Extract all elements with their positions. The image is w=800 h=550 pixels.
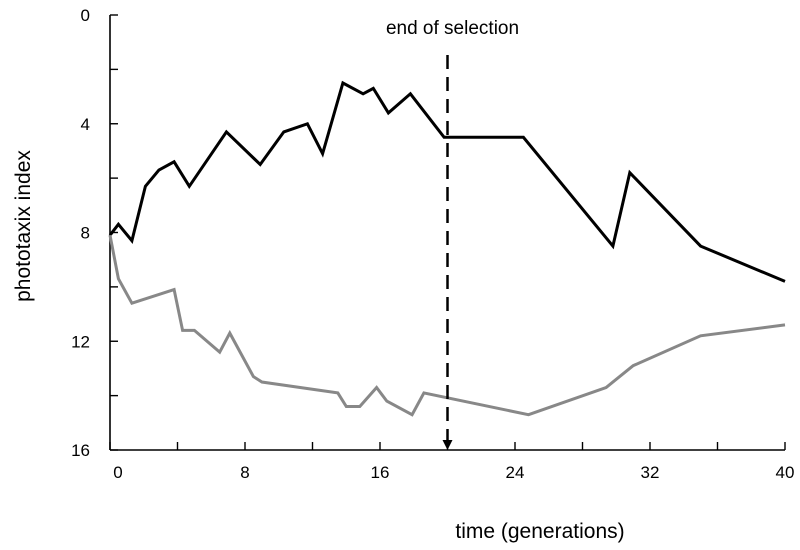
y-tick-label: 8 <box>81 224 90 243</box>
x-tick-label: 40 <box>776 463 795 482</box>
x-tick-label: 0 <box>113 463 122 482</box>
y-tick-label: 4 <box>81 115 90 134</box>
x-tick-label: 24 <box>506 463 525 482</box>
series-line-2 <box>108 234 786 417</box>
series-lines <box>108 80 786 417</box>
end-of-selection-label: end of selection <box>386 18 519 39</box>
series-line-1 <box>108 80 786 283</box>
y-axis-title: phototaxix index <box>12 150 35 302</box>
y-tick-label: 0 <box>81 6 90 25</box>
x-tick-label: 8 <box>240 463 249 482</box>
x-tick-label: 32 <box>641 463 660 482</box>
end-of-selection-arrowhead <box>442 440 453 450</box>
x-axis-title: time (generations) <box>455 520 624 543</box>
axis-ticks: 0 4 8 12 16 0 8 16 24 32 40 <box>71 6 794 482</box>
y-tick-label: 16 <box>71 441 90 460</box>
x-tick-label: 16 <box>371 463 390 482</box>
y-tick-label: 12 <box>71 332 90 351</box>
